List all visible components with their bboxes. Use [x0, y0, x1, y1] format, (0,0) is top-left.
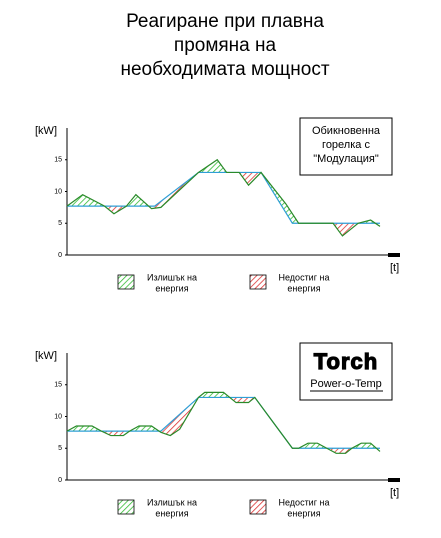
x-axis-arrow — [388, 253, 400, 257]
x-axis-label: [t] — [390, 487, 399, 499]
title-line: промяна на — [174, 35, 277, 56]
legend-label: Недостиг на — [279, 497, 330, 507]
legend-label: енергия — [287, 283, 320, 293]
note-box — [299, 117, 393, 176]
y-tick-label: 5 — [58, 220, 62, 227]
note-text: Power-o-Temp — [310, 378, 382, 390]
y-tick-label: 10 — [54, 413, 62, 420]
y-tick-label: 15 — [54, 382, 62, 389]
legend-label: Излишък на — [147, 272, 197, 282]
note-text: горелка с — [322, 139, 370, 151]
surplus-area — [67, 392, 380, 449]
legend-swatch — [249, 499, 267, 515]
y-tick-label: 0 — [58, 252, 62, 259]
legend-label: Недостиг на — [279, 272, 330, 282]
y-axis-label: [kW] — [35, 350, 57, 362]
y-tick-label: 0 — [58, 477, 62, 484]
demand-line — [67, 171, 380, 224]
title-line: Реагиране при плавна — [126, 11, 324, 32]
legend-swatch — [249, 274, 267, 290]
deficit-area — [67, 397, 380, 454]
x-axis-label: [t] — [390, 262, 399, 274]
y-tick-label: 10 — [54, 188, 62, 195]
legend-label: енергия — [287, 508, 320, 518]
legend-swatch — [117, 499, 135, 515]
legend-label: Излишък на — [147, 497, 197, 507]
logo: Torch — [314, 349, 378, 374]
output-line — [66, 158, 381, 237]
y-axis-label: [kW] — [35, 125, 57, 137]
y-tick-label: 5 — [58, 445, 62, 452]
output-line — [66, 391, 381, 454]
legend-label: енергия — [155, 283, 188, 293]
note-text: Обикновенна — [312, 125, 381, 137]
demand-line — [67, 396, 380, 449]
y-tick-label: 15 — [54, 157, 62, 164]
title-line: необходимата мощност — [120, 59, 329, 80]
deficit-area — [67, 172, 380, 236]
legend-swatch — [117, 274, 135, 290]
legend-label: енергия — [155, 508, 188, 518]
x-axis-arrow — [388, 478, 400, 482]
note-text: "Модулация" — [313, 153, 379, 165]
